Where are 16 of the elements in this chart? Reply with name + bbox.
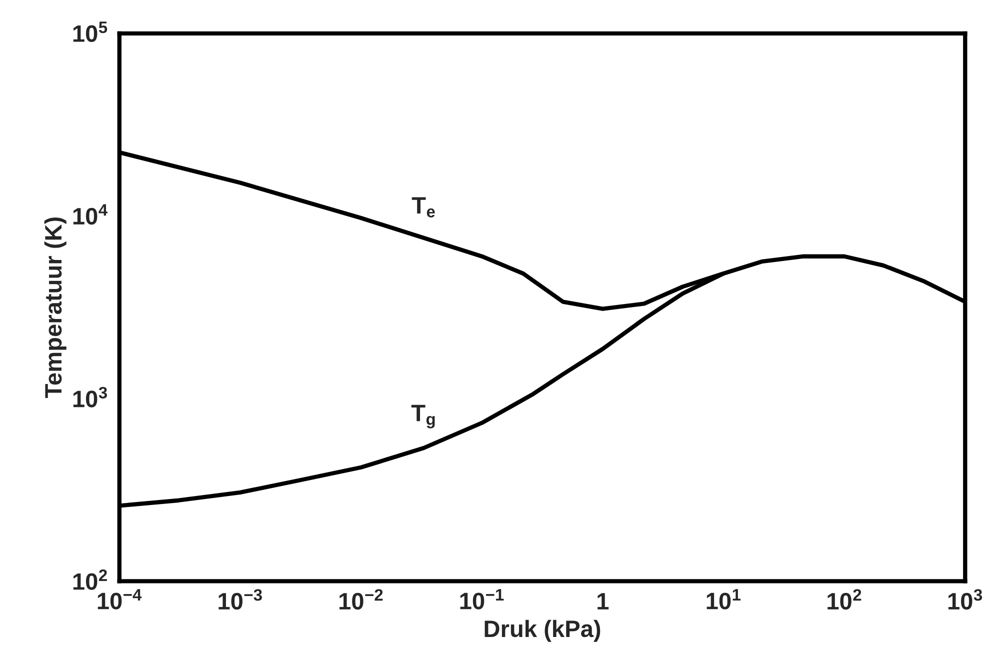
y-tick-label: 10$^{5}$ <box>73 22 108 42</box>
y-tick-label: 10$^{4}$ <box>73 204 108 225</box>
y-tick-label: 10$^{3}$ <box>73 386 108 408</box>
x-tick-label: 10$^{3}$ <box>948 589 982 610</box>
y-axis-title: Temperatuur (K) <box>44 217 66 398</box>
y-tick-label: 10$^{2}$ <box>73 569 107 590</box>
x-tick-label: 10$^{−1}$ <box>460 589 504 610</box>
x-tick-label: 10$^{−4}$ <box>98 589 142 610</box>
x-tick-label: 1 <box>598 593 609 610</box>
series-label: T$_{g}$ <box>411 404 435 428</box>
series-label: T$_{e}$ <box>412 197 435 218</box>
x-tick-label: 10$^{1}$ <box>706 589 741 610</box>
x-axis-title: Druk (kPa) <box>484 620 600 642</box>
x-tick-label: 10$^{−3}$ <box>218 589 262 610</box>
x-tick-label: 10$^{2}$ <box>828 589 862 610</box>
x-tick-label: 10$^{−2}$ <box>340 589 383 610</box>
